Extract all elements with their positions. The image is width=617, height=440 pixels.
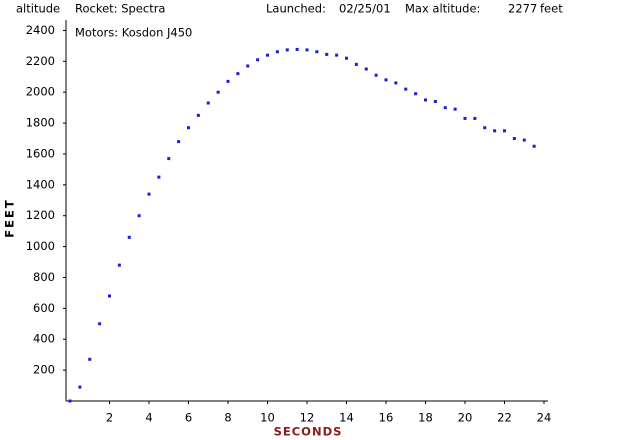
chart-subtitle: Motors: Kosdon J450 bbox=[75, 26, 192, 40]
y-axis-title: FEET bbox=[3, 198, 17, 237]
x-tick-label: 20 bbox=[458, 411, 473, 425]
data-point bbox=[453, 107, 457, 111]
data-point bbox=[216, 90, 220, 94]
header-label: altitude bbox=[16, 2, 60, 16]
data-point bbox=[177, 140, 181, 144]
data-point bbox=[117, 263, 121, 267]
data-point bbox=[68, 399, 72, 403]
y-tick-label: 600 bbox=[33, 301, 55, 315]
x-axis-title: SECONDS bbox=[274, 425, 343, 439]
y-tick-label: 2400 bbox=[26, 23, 55, 37]
x-tick-label: 8 bbox=[224, 411, 231, 425]
data-point bbox=[503, 129, 506, 133]
x-tick-label: 2 bbox=[106, 411, 113, 425]
data-point bbox=[256, 58, 260, 62]
y-tick-label: 1800 bbox=[26, 116, 55, 130]
header-unit: feet bbox=[540, 2, 563, 16]
y-tick-label: 200 bbox=[33, 363, 55, 377]
x-tick-label: 18 bbox=[418, 411, 433, 425]
data-point bbox=[394, 81, 398, 85]
data-point bbox=[414, 92, 418, 96]
data-point bbox=[374, 73, 378, 77]
x-tick-label: 24 bbox=[537, 411, 552, 425]
data-point bbox=[196, 113, 200, 117]
data-point bbox=[345, 56, 348, 60]
data-point bbox=[325, 52, 329, 56]
y-tick-label: 400 bbox=[33, 332, 55, 346]
y-tick-label: 1400 bbox=[26, 177, 55, 191]
data-point bbox=[424, 98, 427, 102]
y-tick-label: 1600 bbox=[26, 146, 55, 160]
data-point bbox=[78, 385, 82, 389]
data-point bbox=[206, 101, 210, 105]
data-point bbox=[384, 78, 388, 82]
x-tick-label: 22 bbox=[497, 411, 512, 425]
data-point bbox=[226, 79, 230, 83]
data-point bbox=[532, 144, 536, 148]
y-tick-label: 2200 bbox=[26, 54, 55, 68]
y-tick-label: 1000 bbox=[26, 239, 55, 253]
data-point bbox=[157, 175, 161, 179]
x-tick-label: 10 bbox=[260, 411, 275, 425]
data-point bbox=[335, 53, 339, 57]
data-point bbox=[236, 72, 240, 76]
data-point bbox=[108, 294, 111, 298]
data-point bbox=[98, 322, 102, 326]
data-point bbox=[493, 129, 497, 133]
data-point bbox=[305, 48, 309, 52]
data-point bbox=[433, 99, 437, 103]
data-point bbox=[88, 357, 92, 361]
data-point bbox=[275, 50, 279, 54]
data-point bbox=[443, 106, 447, 110]
x-tick-label: 14 bbox=[339, 411, 354, 425]
data-point bbox=[463, 116, 467, 120]
data-point bbox=[285, 48, 289, 52]
data-point bbox=[354, 62, 358, 66]
data-point bbox=[404, 87, 408, 91]
data-point bbox=[315, 50, 319, 54]
header-value: 2277 bbox=[508, 2, 537, 16]
data-point bbox=[512, 137, 516, 141]
data-point bbox=[295, 47, 299, 51]
data-point bbox=[127, 235, 131, 239]
data-point bbox=[147, 192, 151, 196]
x-tick-label: 16 bbox=[379, 411, 394, 425]
data-point bbox=[246, 64, 250, 68]
y-tick-label: 1200 bbox=[26, 208, 55, 222]
data-point bbox=[167, 157, 171, 161]
header-value: 02/25/01 bbox=[339, 2, 391, 16]
data-point bbox=[473, 116, 477, 120]
x-tick-label: 6 bbox=[185, 411, 192, 425]
header-label: Launched: bbox=[266, 2, 326, 16]
y-tick-label: 2000 bbox=[26, 85, 55, 99]
y-tick-label: 800 bbox=[33, 270, 55, 284]
x-tick-label: 4 bbox=[145, 411, 152, 425]
x-tick-label: 12 bbox=[300, 411, 315, 425]
header-label: Max altitude: bbox=[405, 2, 480, 16]
data-point bbox=[364, 67, 368, 71]
data-point bbox=[137, 214, 141, 218]
data-point bbox=[266, 53, 269, 57]
data-point bbox=[483, 126, 487, 130]
data-point bbox=[187, 126, 190, 130]
chart-title: Rocket: Spectra bbox=[75, 2, 165, 16]
data-point bbox=[522, 138, 526, 142]
